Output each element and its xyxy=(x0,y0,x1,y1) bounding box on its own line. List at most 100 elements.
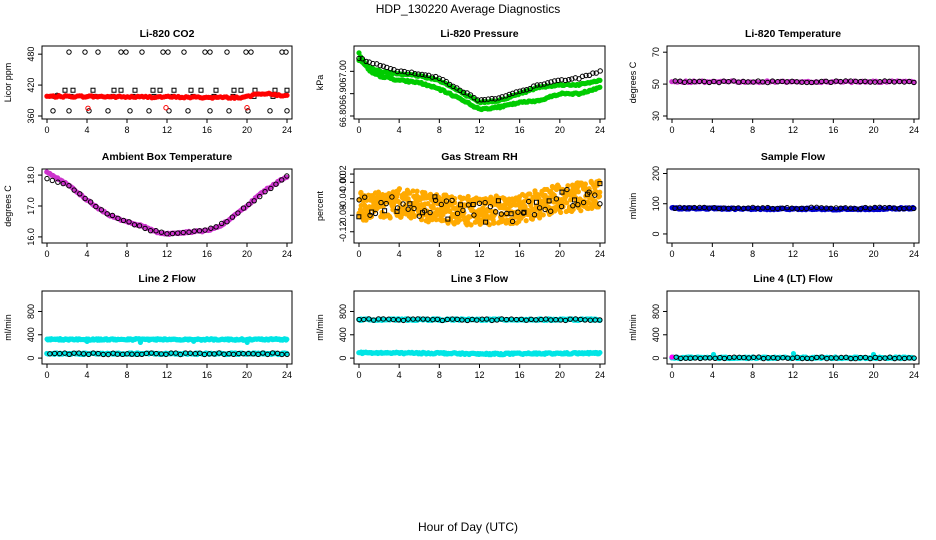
y-tick-label: 66.80 xyxy=(338,105,348,128)
data-point xyxy=(202,49,208,55)
data-point xyxy=(741,354,747,361)
data-point xyxy=(813,204,820,211)
data-point xyxy=(474,97,481,103)
data-point xyxy=(566,76,572,83)
data-point xyxy=(284,92,290,98)
data-point xyxy=(468,222,474,228)
data-point xyxy=(66,351,72,358)
data-point xyxy=(419,210,425,216)
data-point xyxy=(533,317,539,323)
data-point xyxy=(449,197,455,204)
data-point xyxy=(86,351,92,358)
data-point xyxy=(269,350,276,356)
x-tick-label: 0 xyxy=(356,370,361,380)
data-point xyxy=(513,316,520,323)
data-point xyxy=(876,204,883,210)
y-tick-label: 400 xyxy=(338,327,348,342)
x-tick-label: 4 xyxy=(84,125,89,135)
data-point xyxy=(843,354,849,361)
data-point xyxy=(380,63,387,69)
panel-title: Li-820 Pressure xyxy=(440,28,518,40)
data-point xyxy=(240,205,247,211)
x-tick-label: 0 xyxy=(44,249,49,259)
data-point xyxy=(492,209,499,215)
data-point xyxy=(551,78,558,84)
data-point xyxy=(447,208,453,215)
data-point xyxy=(100,351,106,358)
data-point xyxy=(593,70,599,76)
data-point xyxy=(745,79,751,85)
data-point xyxy=(764,79,771,86)
plot-area xyxy=(356,316,603,358)
data-point xyxy=(191,228,197,234)
data-point xyxy=(414,188,420,194)
data-point xyxy=(564,200,570,206)
x-tick-label: 0 xyxy=(44,370,49,380)
plot-area xyxy=(44,169,290,238)
plot-area xyxy=(669,350,917,362)
data-point xyxy=(541,81,547,87)
data-point xyxy=(139,49,145,55)
data-point xyxy=(250,351,256,357)
panel-title: Gas Stream RH xyxy=(441,151,517,163)
data-point xyxy=(464,317,471,324)
data-point xyxy=(750,204,756,211)
data-point xyxy=(132,87,138,93)
data-point xyxy=(492,96,498,102)
x-tick-label: 8 xyxy=(124,125,129,135)
panel-9: Line 4 (LT) Flow ml/min 0 4 8 12 16 20 24 0 400 800 xyxy=(628,273,920,380)
x-tick-label: 4 xyxy=(710,125,715,135)
data-point xyxy=(230,351,237,358)
data-point xyxy=(852,205,858,212)
data-point xyxy=(537,82,544,88)
x-tick-label: 0 xyxy=(356,249,361,259)
data-point xyxy=(283,49,289,55)
figure-xlabel: Hour of Day (UTC) xyxy=(418,520,518,534)
data-point xyxy=(51,350,58,357)
data-point xyxy=(460,89,467,96)
data-point xyxy=(587,317,594,323)
data-point xyxy=(578,208,584,214)
data-point xyxy=(582,181,588,187)
data-point xyxy=(877,355,883,362)
data-point xyxy=(494,317,500,323)
data-point xyxy=(527,85,533,92)
data-point xyxy=(370,317,377,323)
plot-area xyxy=(356,178,603,228)
data-point xyxy=(901,79,908,85)
data-point xyxy=(848,78,854,84)
data-point xyxy=(887,354,893,360)
data-point xyxy=(491,220,497,226)
data-point xyxy=(457,217,463,223)
data-point xyxy=(691,204,698,211)
panel-3: Li-820 Temperature degrees C 0 4 8 12 16 20 24 30… xyxy=(628,28,920,135)
y-tick-label: -0.04 xyxy=(338,189,348,210)
data-point xyxy=(590,70,596,76)
data-point xyxy=(66,183,72,189)
data-point xyxy=(720,205,727,211)
data-point xyxy=(911,79,917,86)
data-point xyxy=(794,79,800,85)
data-point xyxy=(370,60,376,67)
x-tick-label: 24 xyxy=(909,249,919,259)
data-point xyxy=(759,79,766,85)
data-point xyxy=(862,354,869,361)
x-tick-label: 16 xyxy=(515,249,525,259)
y-tick-label: -0.08 xyxy=(338,205,348,226)
data-point xyxy=(359,56,366,62)
data-point xyxy=(672,205,678,211)
data-point xyxy=(460,207,466,214)
data-point xyxy=(790,350,797,357)
data-point xyxy=(498,211,505,217)
data-point xyxy=(387,66,394,72)
data-point xyxy=(867,205,873,211)
panel-title: Ambient Box Temperature xyxy=(102,151,233,163)
x-tick-label: 12 xyxy=(162,125,172,135)
data-point xyxy=(405,70,411,76)
data-point xyxy=(356,197,362,203)
y-tick-label: 800 xyxy=(651,304,661,319)
data-point xyxy=(711,205,717,211)
data-point xyxy=(240,351,246,357)
data-point xyxy=(221,351,227,357)
